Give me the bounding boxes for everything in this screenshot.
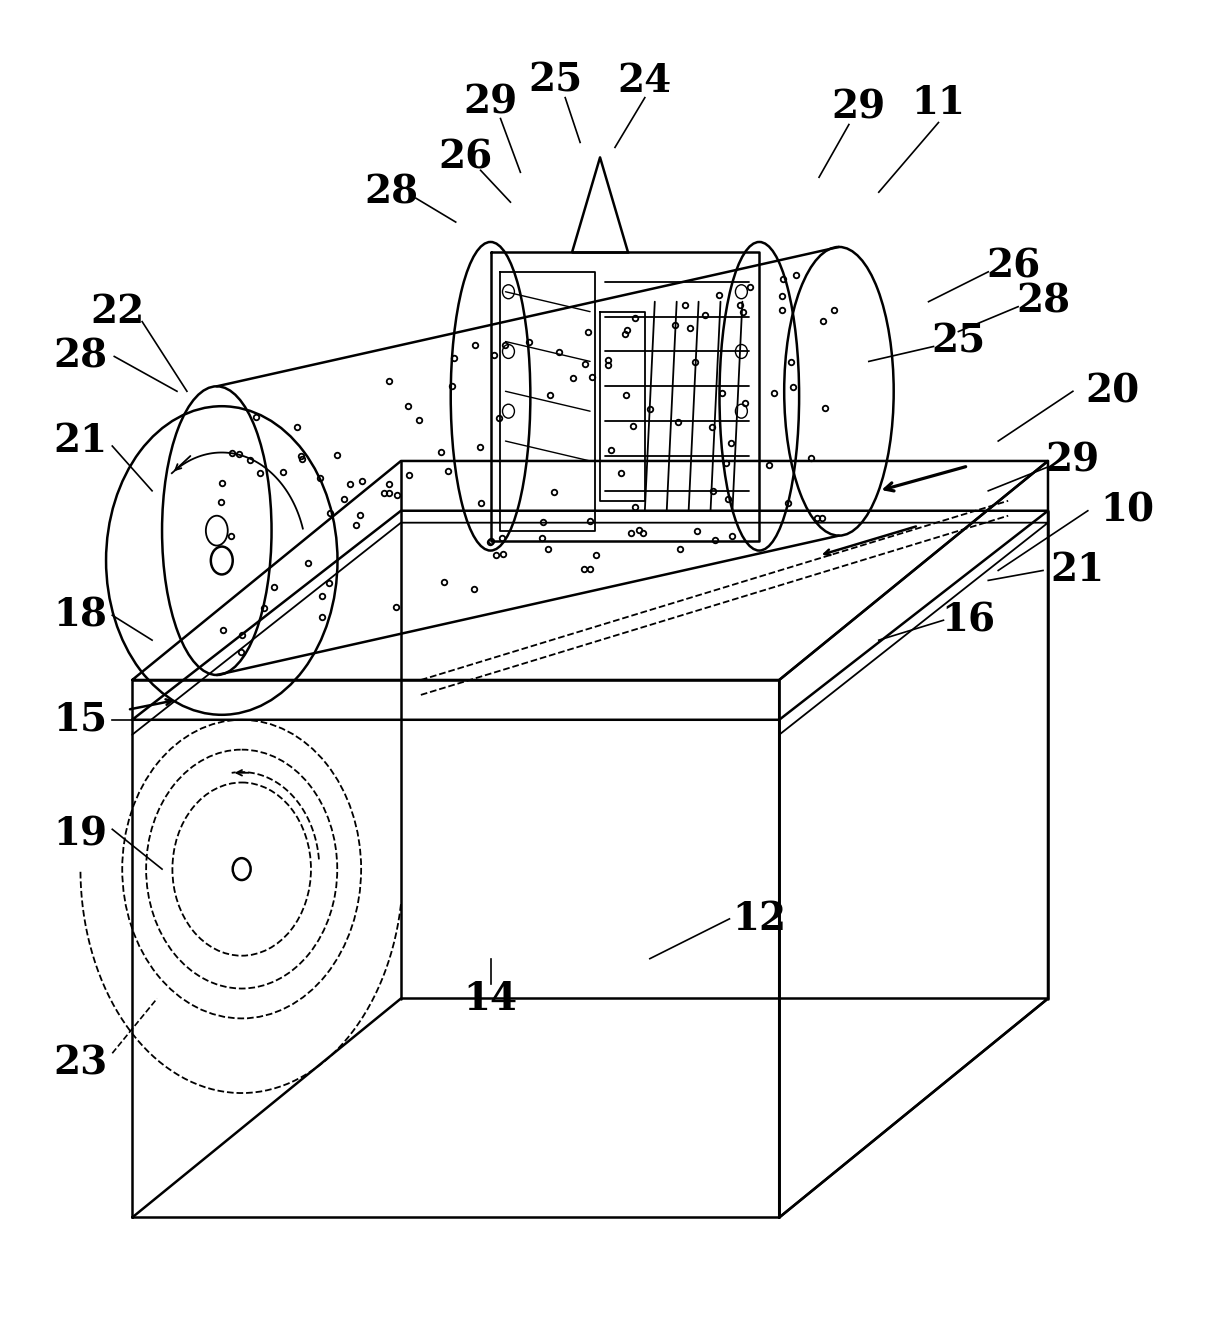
- Text: 22: 22: [90, 293, 145, 330]
- Text: 11: 11: [911, 83, 966, 122]
- Text: 29: 29: [463, 83, 518, 122]
- Text: 26: 26: [987, 248, 1040, 286]
- Text: 28: 28: [1016, 282, 1071, 321]
- Text: 28: 28: [54, 337, 107, 376]
- Text: 16: 16: [942, 602, 995, 639]
- Text: 10: 10: [1101, 492, 1155, 529]
- Text: 23: 23: [54, 1045, 107, 1082]
- Text: 21: 21: [1051, 552, 1105, 590]
- Text: 21: 21: [54, 422, 107, 461]
- Text: 12: 12: [732, 900, 787, 937]
- Text: 25: 25: [529, 62, 582, 99]
- Text: 29: 29: [1046, 442, 1100, 479]
- Text: 28: 28: [364, 173, 418, 211]
- Text: 24: 24: [618, 62, 672, 99]
- Text: 14: 14: [464, 979, 518, 1018]
- Text: 26: 26: [438, 138, 493, 176]
- Text: 20: 20: [1085, 372, 1140, 410]
- Text: 29: 29: [832, 89, 885, 126]
- Text: 19: 19: [54, 815, 107, 853]
- Text: 25: 25: [932, 322, 985, 360]
- Text: 15: 15: [54, 701, 107, 739]
- Text: 18: 18: [54, 596, 107, 634]
